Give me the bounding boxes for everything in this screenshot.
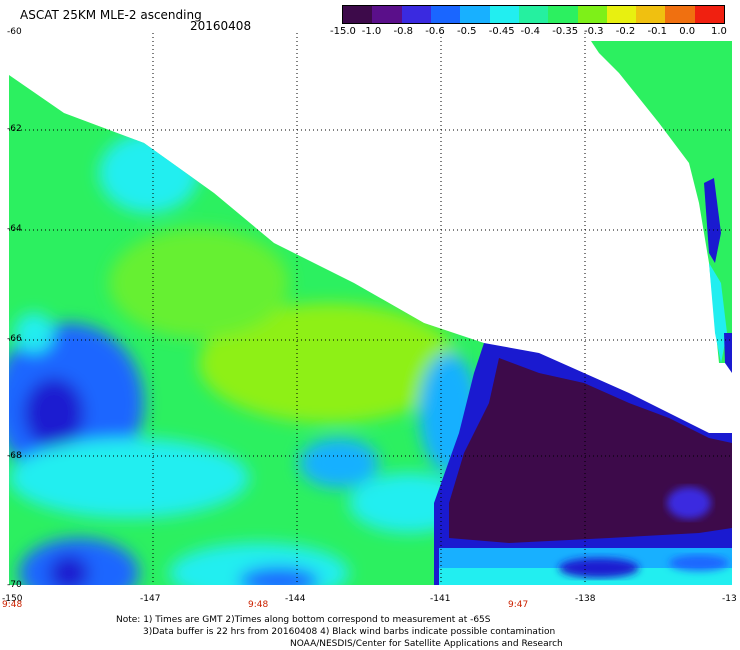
colorbar-tick-label: -15.0 — [330, 26, 356, 37]
lon-tick-label: -147 — [140, 594, 161, 604]
colorbar-segment — [489, 6, 519, 23]
colorbar — [342, 5, 725, 24]
colorbar-segment — [518, 6, 549, 23]
colorbar-segment — [430, 6, 461, 23]
lat-tick-label: -70 — [7, 580, 22, 590]
map-field — [9, 33, 732, 585]
lat-tick-label: -60 — [7, 27, 22, 37]
note-line-2: 3)Data buffer is 22 hrs from 20160408 4)… — [143, 627, 556, 637]
colorbar-tick-label: -0.2 — [615, 26, 636, 37]
right-swath-cyan — [709, 263, 727, 363]
colorbar-segment — [401, 6, 431, 23]
lat-tick-label: -62 — [7, 124, 22, 134]
lat-tick-label: -68 — [7, 451, 22, 461]
note-line-3: NOAA/NESDIS/Center for Satellite Applica… — [290, 639, 563, 649]
colorbar-tick-label: 1.0 — [711, 26, 727, 37]
colorbar-tick-label: -1.0 — [361, 26, 382, 37]
note-line-1: Note: 1) Times are GMT 2)Times along bot… — [116, 615, 491, 625]
colorbar-tick-label: -0.1 — [647, 26, 668, 37]
right-swath-blue — [704, 178, 721, 263]
lon-tick-label: -141 — [430, 594, 451, 604]
colorbar-segment — [460, 6, 490, 23]
calm-region — [449, 358, 732, 543]
lon-tick-label: -150 — [2, 594, 23, 604]
colorbar-tick-label: -0.35 — [552, 26, 579, 37]
time-label: 9:48 — [248, 600, 269, 610]
colorbar-segment — [665, 6, 695, 23]
graticule — [9, 33, 732, 585]
colorbar-segment — [577, 6, 607, 23]
lon-tick-label: -144 — [285, 594, 306, 604]
colorbar-segment — [606, 6, 637, 23]
map-title: ASCAT 25KM MLE-2 ascending — [20, 8, 202, 22]
lat-tick-label: -66 — [7, 334, 22, 344]
right-swath — [591, 41, 732, 363]
time-label: 9:48 — [2, 600, 23, 610]
colorbar-segment — [372, 6, 402, 23]
map-plot-area — [9, 33, 732, 585]
colorbar-segment — [548, 6, 578, 23]
colorbar-tick-label: -0.4 — [520, 26, 541, 37]
lat-tick-label: -64 — [7, 224, 22, 234]
colorbar-tick-label: 0.0 — [679, 26, 696, 37]
lon-tick-label: -138 — [575, 594, 596, 604]
lon-tick-label: -13 — [722, 594, 737, 604]
colorbar-tick-label: -0.8 — [393, 26, 414, 37]
map-date: 20160408 — [190, 19, 252, 33]
colorbar-segment — [694, 6, 725, 23]
colorbar-segment — [343, 6, 373, 23]
colorbar-tick-label: -0.6 — [425, 26, 445, 37]
colorbar-segment — [636, 6, 666, 23]
right-swath-edge — [724, 333, 732, 373]
colorbar-tick-label: -0.5 — [457, 26, 477, 37]
time-label: 9:47 — [508, 600, 529, 610]
colorbar-tick-label: -0.45 — [488, 26, 515, 37]
colorbar-tick-label: -0.3 — [584, 26, 604, 37]
